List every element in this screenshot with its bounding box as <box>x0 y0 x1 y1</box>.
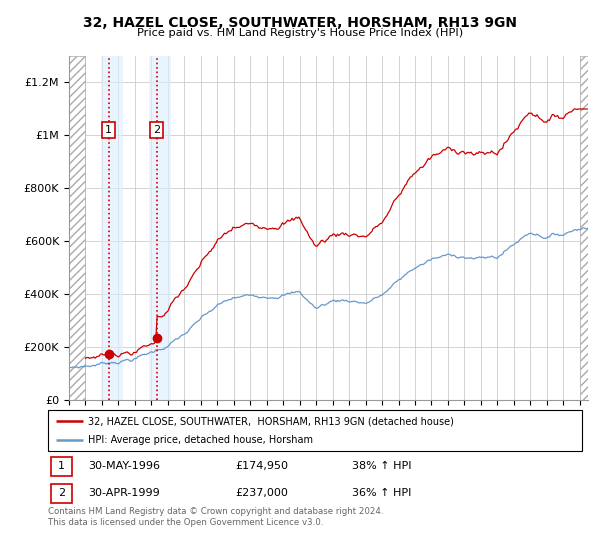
Text: 2: 2 <box>153 125 160 135</box>
Text: £174,950: £174,950 <box>235 461 288 472</box>
Text: 30-APR-1999: 30-APR-1999 <box>88 488 160 498</box>
Text: 1: 1 <box>58 461 65 472</box>
Text: 32, HAZEL CLOSE, SOUTHWATER, HORSHAM, RH13 9GN: 32, HAZEL CLOSE, SOUTHWATER, HORSHAM, RH… <box>83 16 517 30</box>
FancyBboxPatch shape <box>50 484 72 503</box>
Bar <box>149 56 171 400</box>
Text: Price paid vs. HM Land Registry's House Price Index (HPI): Price paid vs. HM Land Registry's House … <box>137 28 463 38</box>
Text: Contains HM Land Registry data © Crown copyright and database right 2024.
This d: Contains HM Land Registry data © Crown c… <box>48 507 383 527</box>
Bar <box>101 56 123 400</box>
Bar <box>69 56 85 400</box>
Text: HPI: Average price, detached house, Horsham: HPI: Average price, detached house, Hors… <box>88 435 313 445</box>
FancyBboxPatch shape <box>50 457 72 476</box>
Text: 2: 2 <box>58 488 65 498</box>
Text: 38% ↑ HPI: 38% ↑ HPI <box>352 461 412 472</box>
Text: 30-MAY-1996: 30-MAY-1996 <box>88 461 160 472</box>
Text: 36% ↑ HPI: 36% ↑ HPI <box>352 488 412 498</box>
Bar <box>580 56 588 400</box>
Text: 32, HAZEL CLOSE, SOUTHWATER,  HORSHAM, RH13 9GN (detached house): 32, HAZEL CLOSE, SOUTHWATER, HORSHAM, RH… <box>88 417 454 426</box>
Text: £237,000: £237,000 <box>235 488 288 498</box>
Text: 1: 1 <box>105 125 112 135</box>
